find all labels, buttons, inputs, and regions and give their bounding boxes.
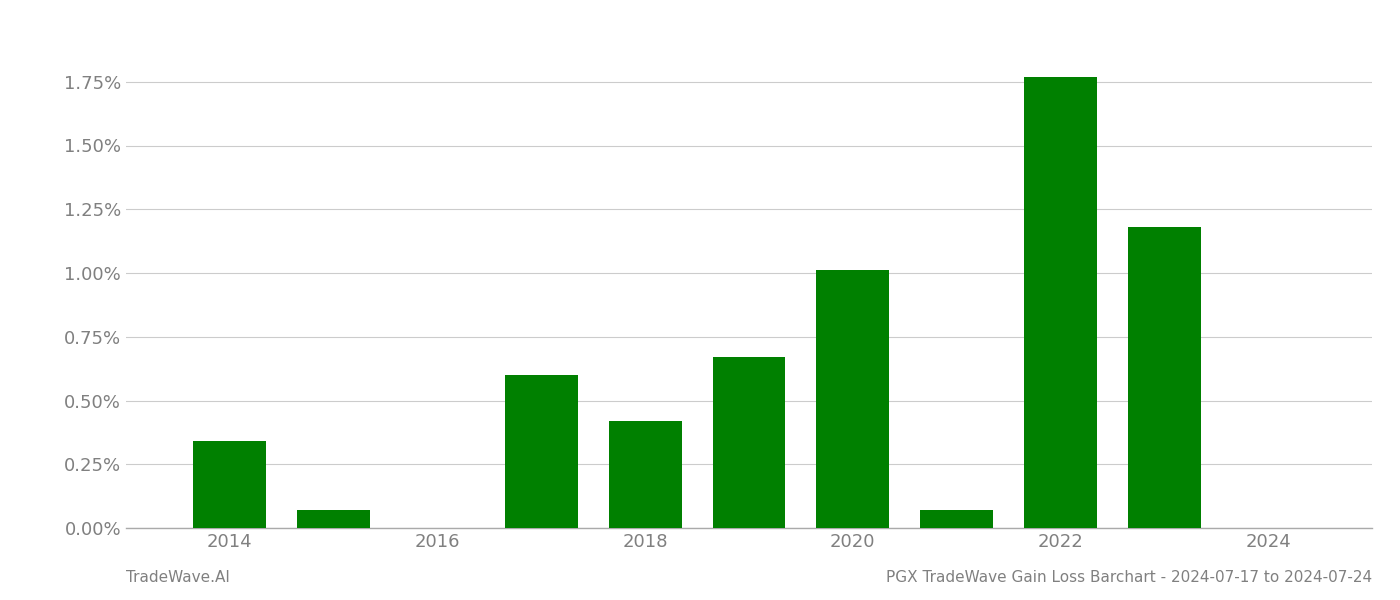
Bar (816, 271, 889, 528)
Bar (1025, 77, 1096, 528)
Bar (920, 509, 993, 528)
Bar (713, 357, 785, 528)
Bar (193, 442, 266, 528)
Bar (609, 421, 682, 528)
Bar (505, 375, 578, 528)
Bar (1128, 227, 1201, 528)
Bar (297, 509, 370, 528)
Text: TradeWave.AI: TradeWave.AI (126, 570, 230, 585)
Text: PGX TradeWave Gain Loss Barchart - 2024-07-17 to 2024-07-24: PGX TradeWave Gain Loss Barchart - 2024-… (886, 570, 1372, 585)
